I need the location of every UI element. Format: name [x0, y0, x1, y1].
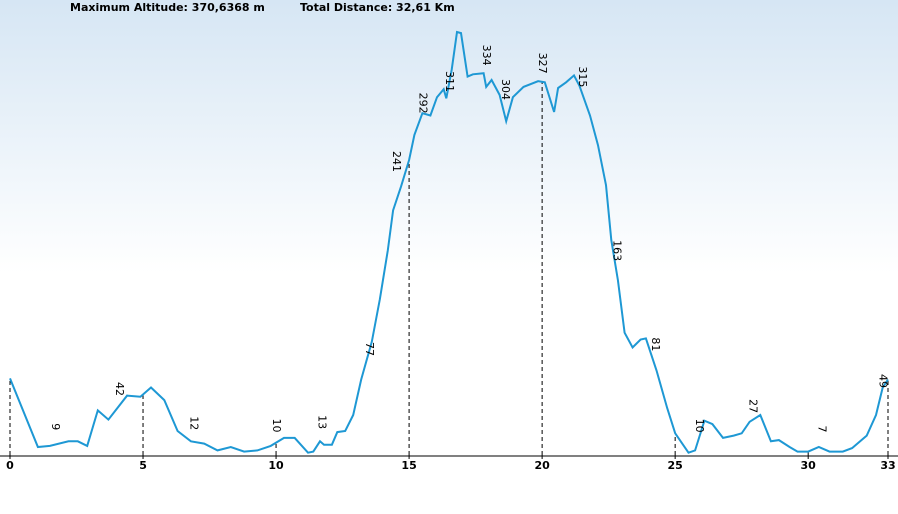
altitude-label: 42 [113, 382, 126, 396]
altitude-label: 77 [363, 342, 376, 356]
x-tick-label: 20 [534, 459, 550, 472]
x-tick-label: 25 [667, 459, 682, 472]
altitude-label: 327 [536, 53, 549, 74]
altitude-label: 12 [188, 416, 201, 430]
elevation-line [9, 30, 889, 454]
altitude-label: 49 [877, 374, 890, 388]
altitude-label: 7 [815, 425, 828, 432]
altitude-label: 81 [649, 337, 662, 351]
altitude-label: 9 [49, 423, 62, 430]
altitude-label: 27 [746, 399, 759, 413]
x-tick-label: 33 [880, 459, 895, 472]
altitude-label: 311 [443, 71, 456, 92]
altitude-label: 315 [576, 66, 589, 87]
x-tick-label: 30 [801, 459, 817, 472]
chart-subtitle: Total Distance: 32,61 Km [300, 1, 455, 14]
chart-title: Maximum Altitude: 370,6368 m [70, 1, 265, 14]
x-tick-label: 15 [401, 459, 416, 472]
altitude-label: 241 [390, 151, 403, 172]
altitude-label: 292 [416, 93, 429, 114]
x-tick-label: 0 [6, 459, 14, 472]
plot-background [0, 0, 898, 456]
x-tick-label: 10 [268, 459, 284, 472]
x-tick-label: 5 [139, 459, 147, 472]
altitude-label: 334 [480, 45, 493, 66]
altitude-label: 13 [315, 415, 328, 429]
altitude-label: 304 [499, 79, 512, 100]
altitude-label: 163 [611, 240, 624, 261]
altitude-label: 10 [693, 419, 706, 433]
altitude-label: 10 [270, 419, 283, 433]
